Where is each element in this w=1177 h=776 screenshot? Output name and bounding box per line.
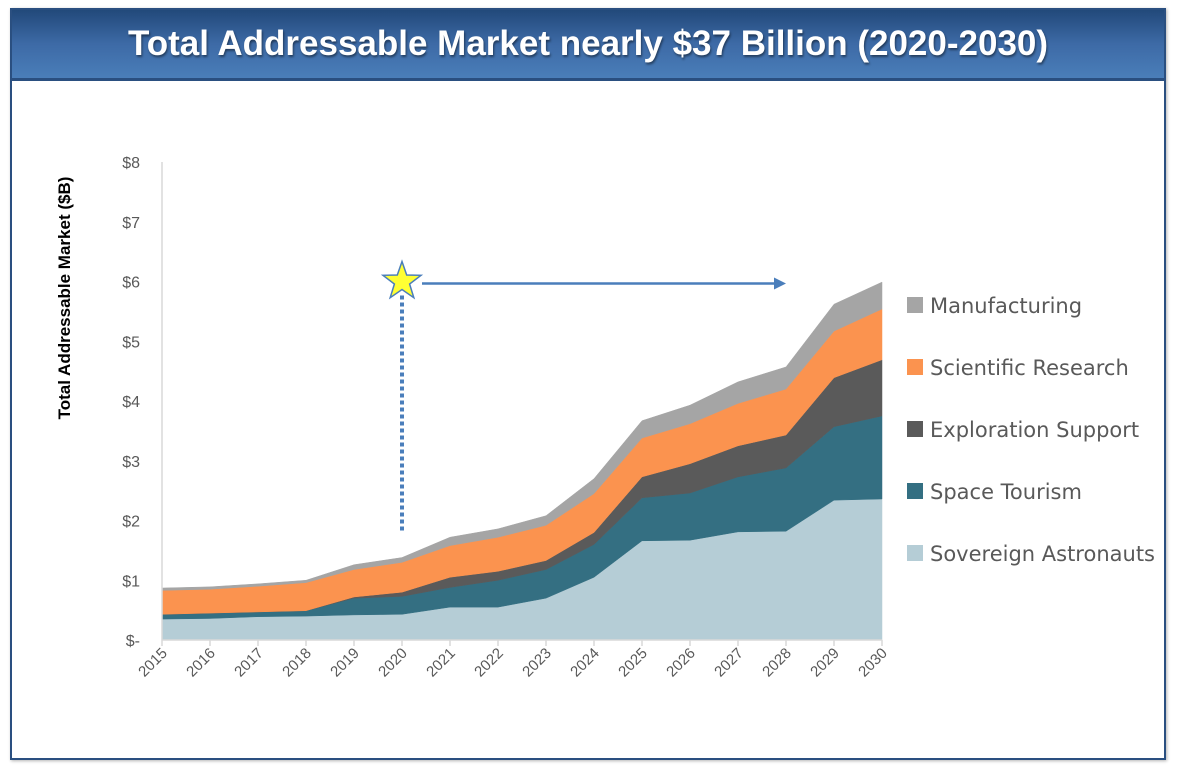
y-tick-label: $6 xyxy=(122,275,140,292)
x-tick-label: 2022 xyxy=(471,645,507,681)
y-tick-label: $7 xyxy=(122,215,140,232)
x-tick-label: 2025 xyxy=(615,645,651,681)
legend-label: Space Tourism xyxy=(930,480,1082,504)
x-tick-label: 2026 xyxy=(663,645,699,681)
x-tick-label: 2016 xyxy=(183,645,219,681)
x-tick-label: 2029 xyxy=(807,645,843,681)
legend-swatch xyxy=(907,421,923,437)
legend-label: Exploration Support xyxy=(930,418,1139,442)
y-tick-label: $1 xyxy=(122,573,140,590)
legend-label: Manufacturing xyxy=(930,294,1082,318)
x-tick-label: 2024 xyxy=(567,645,603,681)
x-tick-label: 2023 xyxy=(519,645,555,681)
title-banner: Total Addressable Market nearly $37 Bill… xyxy=(12,10,1164,81)
x-tick-label: 2020 xyxy=(375,645,411,681)
arrow-head-icon xyxy=(774,277,786,290)
x-tick-label: 2015 xyxy=(135,645,171,681)
y-tick-label: $- xyxy=(126,633,140,650)
y-tick-label: $8 xyxy=(122,155,140,172)
legend-label: Sovereign Astronauts xyxy=(930,542,1155,566)
x-tick-label: 2018 xyxy=(279,645,315,681)
y-tick-label: $2 xyxy=(122,514,140,531)
chart-title: Total Addressable Market nearly $37 Bill… xyxy=(127,24,1049,63)
x-tick-label: 2030 xyxy=(855,645,891,681)
y-tick-label: $3 xyxy=(122,454,140,471)
y-tick-label: $5 xyxy=(122,334,140,351)
legend-swatch xyxy=(907,359,923,375)
y-axis-label: Total Addressable Market ($B) xyxy=(55,177,74,420)
x-tick-label: 2027 xyxy=(711,645,747,681)
x-tick-label: 2019 xyxy=(327,645,363,681)
x-tick-label: 2021 xyxy=(423,645,459,681)
legend-label: Scientific Research xyxy=(930,356,1129,380)
area-manufacturing xyxy=(161,281,883,591)
y-tick-label: $4 xyxy=(122,394,140,411)
legend-swatch xyxy=(907,483,923,499)
x-tick-label: 2017 xyxy=(231,645,267,681)
legend-swatch xyxy=(907,297,923,313)
x-tick-label: 2028 xyxy=(759,645,795,681)
star-icon xyxy=(380,259,424,300)
legend-swatch xyxy=(907,545,923,561)
